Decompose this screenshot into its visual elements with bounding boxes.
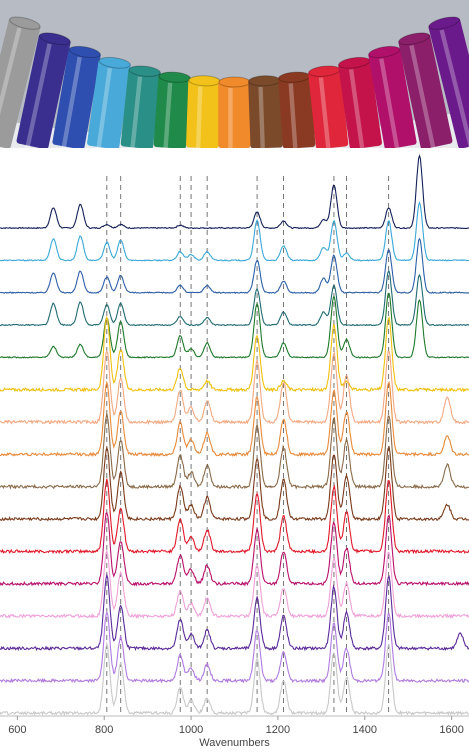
- x-axis-title: Wavenumbers: [199, 737, 270, 749]
- reference-lines: [106, 176, 390, 716]
- x-axis: 600 800 1000 1200 1400 1600: [0, 715, 469, 736]
- marker-pen: [120, 65, 161, 148]
- x-tick-label: 1600: [439, 724, 463, 736]
- spectrum-series: [0, 572, 469, 652]
- marker-pen: [0, 16, 41, 148]
- spectrum-series: [0, 478, 469, 555]
- spectrum-series: [0, 270, 469, 327]
- marker-pen: [87, 56, 131, 148]
- spectrum-series: [0, 201, 469, 262]
- marker-pen: [52, 45, 101, 148]
- marker-pen: [278, 71, 316, 148]
- x-tick-label: 800: [95, 724, 113, 736]
- x-tick-label: 600: [8, 724, 26, 736]
- spectrum-series: [0, 237, 469, 294]
- marker-pen: [338, 56, 382, 148]
- marker-pen: [398, 32, 453, 148]
- spectrum-series: [0, 445, 469, 522]
- marker-pens-photo: [0, 0, 469, 148]
- marker-pen: [16, 32, 71, 148]
- marker-pen: [308, 65, 349, 148]
- raman-spectra-chart: 600 800 1000 1200 1400 1600 Wavenumbers: [0, 148, 469, 750]
- x-tick-label: 1400: [353, 724, 377, 736]
- spectrum-series: [0, 413, 469, 490]
- spectrum-series: [0, 292, 469, 359]
- marker-pen: [153, 71, 191, 148]
- marker-pen: [218, 76, 251, 148]
- x-tick-label: 1000: [179, 724, 203, 736]
- marker-pen: [186, 75, 221, 148]
- spectrum-series: [0, 154, 469, 230]
- spectrum-series: [0, 315, 469, 393]
- marker-pen: [248, 75, 283, 148]
- spectrum-series: [0, 511, 469, 587]
- spectrum-series: [0, 611, 469, 684]
- marker-pen: [368, 45, 417, 148]
- spectrum-series: [0, 641, 469, 717]
- spectrum-series: [0, 380, 469, 458]
- marker-pens-illustration: [0, 0, 469, 148]
- spectrum-series: [0, 549, 469, 620]
- spectrum-series: [0, 350, 469, 426]
- chart-svg: 600 800 1000 1200 1400 1600 Wavenumbers: [0, 154, 469, 749]
- spectra-series: [0, 154, 469, 717]
- x-tick-label: 1200: [266, 724, 290, 736]
- marker-pen: [428, 16, 469, 148]
